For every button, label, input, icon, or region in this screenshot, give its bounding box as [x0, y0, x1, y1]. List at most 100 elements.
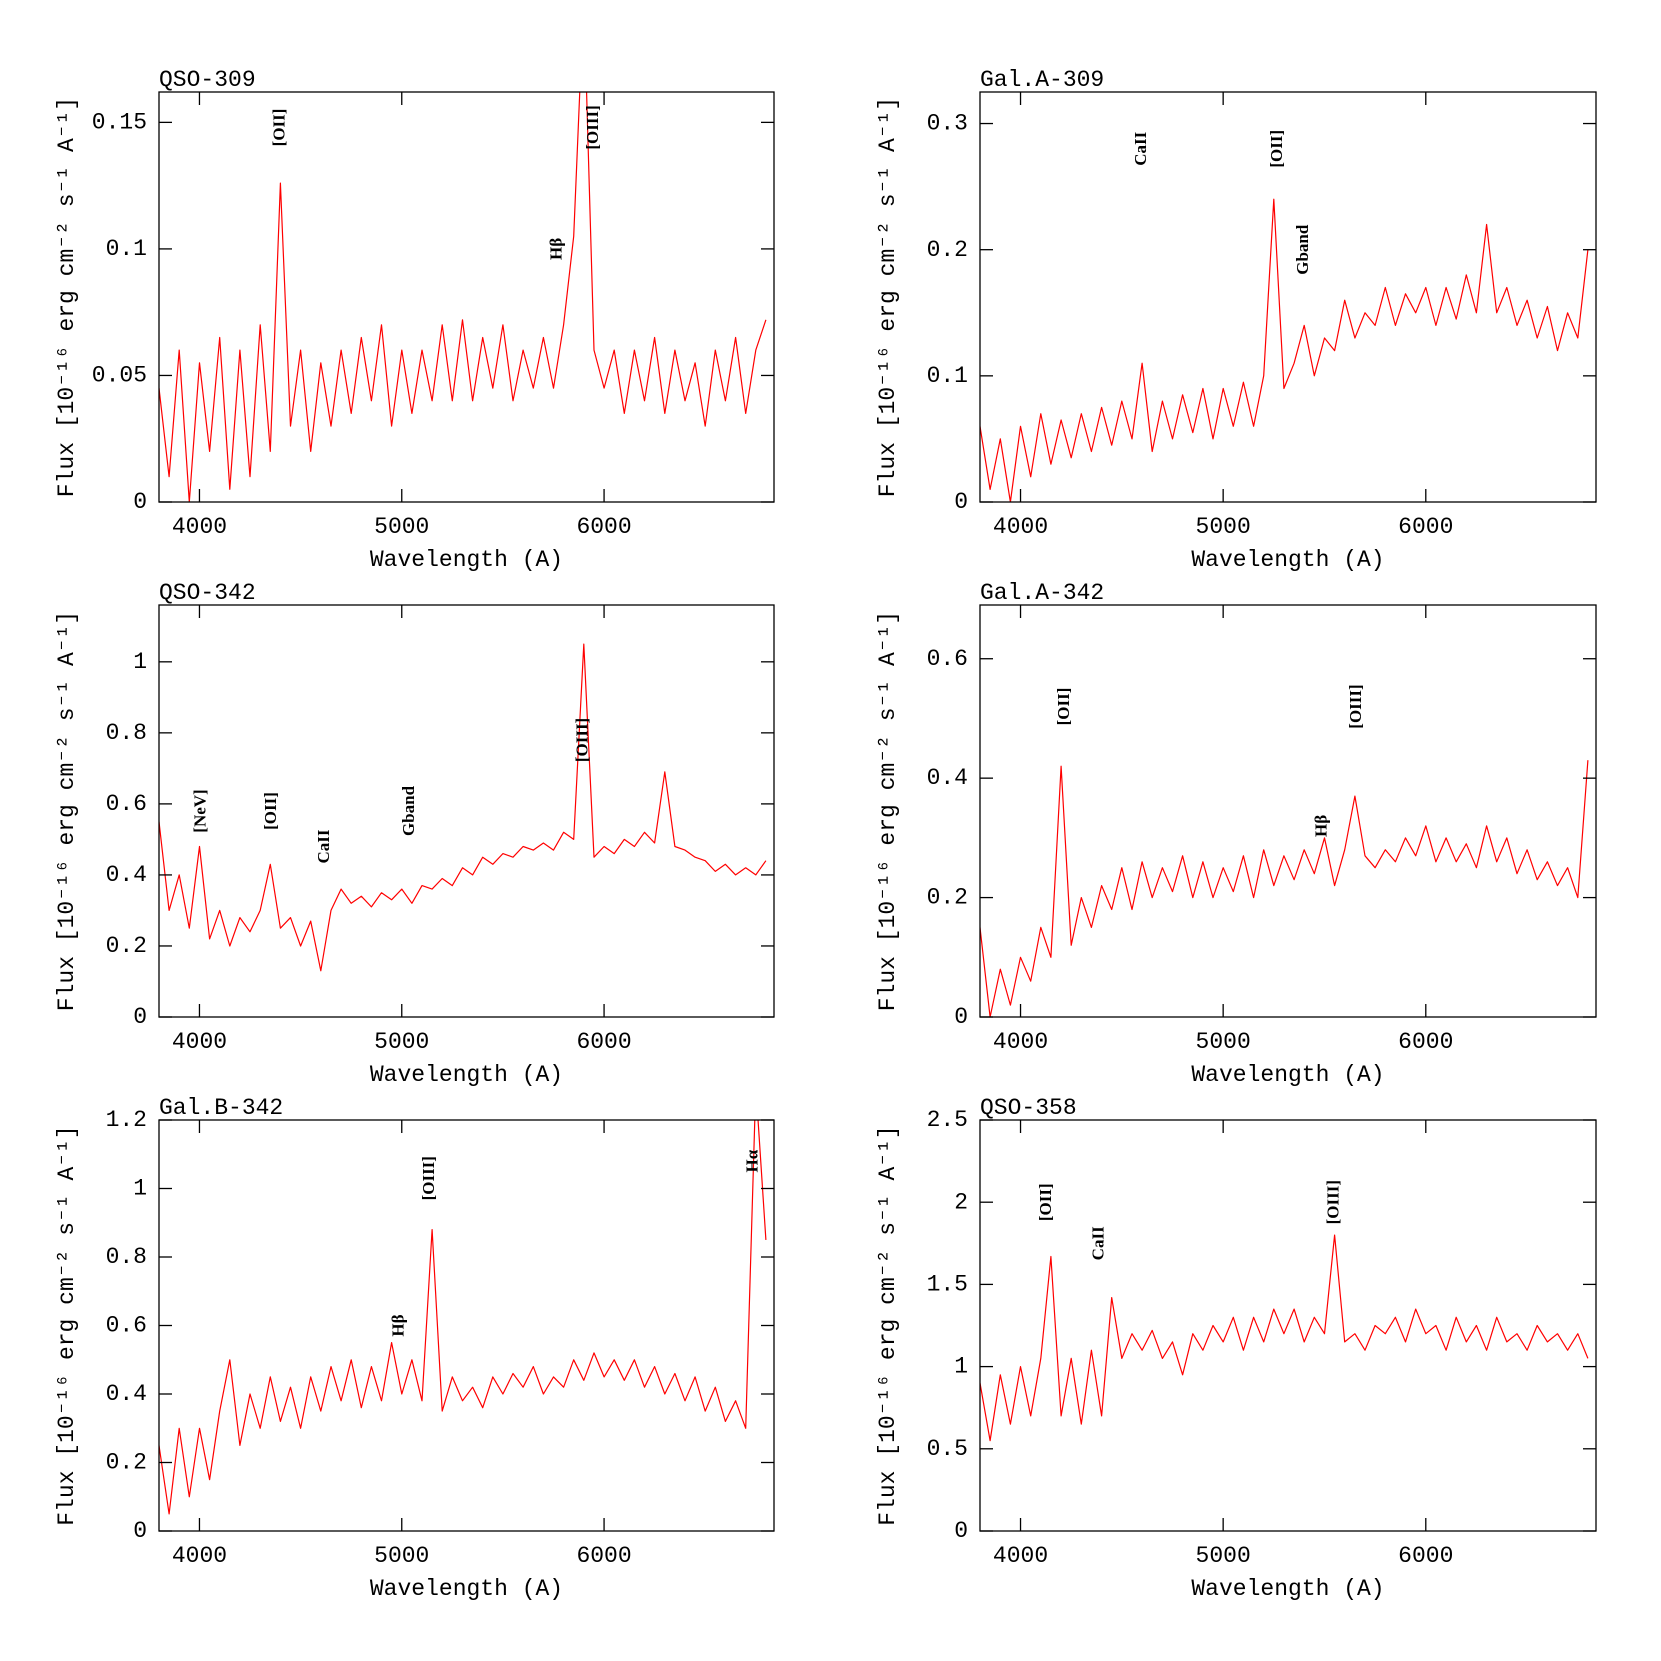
- y-tick-label: 0.05: [92, 363, 147, 389]
- line-annotation: CaII: [314, 829, 333, 863]
- x-tick-label: 6000: [576, 1029, 631, 1055]
- spectrum-line: [159, 92, 767, 502]
- line-annotation: Hβ: [1311, 815, 1330, 837]
- y-axis-label: Flux [10⁻¹⁶ erg cm⁻² s⁻¹ A⁻¹]: [54, 97, 80, 497]
- x-axis-label: Wavelength (A): [1191, 1576, 1384, 1602]
- y-tick-label: 1: [954, 1354, 968, 1380]
- y-tick-label: 0: [133, 1004, 147, 1030]
- line-annotation: [NeV]: [190, 789, 209, 832]
- x-tick-label: 6000: [1398, 1543, 1453, 1569]
- x-tick-label: 5000: [374, 514, 429, 540]
- spectrum-line: [980, 760, 1589, 1017]
- x-tick-label: 4000: [993, 1543, 1048, 1569]
- panel: 4000 5000 6000 0 0.2 0.4 0.6 Gal.A-342 Wavelengt…: [875, 580, 1597, 1088]
- panel: 4000 5000 6000 0 0.5 1 1.5 2 2.5 QSO-358 Wavelengt…: [875, 1095, 1597, 1602]
- spectrum-line: [159, 1120, 767, 1515]
- x-tick-label: 4000: [993, 514, 1048, 540]
- y-tick-label: 0.4: [106, 1381, 147, 1407]
- y-tick-label: 2.5: [927, 1107, 968, 1133]
- spectrum-line: [980, 1234, 1589, 1442]
- y-tick-label: 0.2: [106, 1450, 147, 1476]
- y-axis-label: Flux [10⁻¹⁶ erg cm⁻² s⁻¹ A⁻¹]: [875, 97, 901, 497]
- y-axis-label: Flux [10⁻¹⁶ erg cm⁻² s⁻¹ A⁻¹]: [875, 1125, 901, 1525]
- line-annotation: [OII]: [261, 792, 280, 830]
- line-annotation: [OII]: [1054, 688, 1073, 726]
- panel: 4000 5000 6000 0 0.2 0.4 0.6 0.8 1 QSO-342 Wavelen…: [54, 580, 775, 1088]
- y-tick-label: 0.2: [927, 237, 968, 263]
- x-tick-label: 5000: [1196, 1029, 1251, 1055]
- x-tick-label: 5000: [1196, 1543, 1251, 1569]
- x-axis-label: Wavelength (A): [1191, 1062, 1384, 1088]
- y-tick-label: 1.2: [106, 1107, 147, 1133]
- y-tick-label: 0.6: [106, 791, 147, 817]
- panel: 4000 5000 6000 0 0.1 0.2 0.3 Gal.A-309 Wavelengt…: [875, 67, 1597, 573]
- panel-title: QSO-342: [159, 580, 256, 606]
- spectrum-line: [980, 198, 1589, 502]
- y-axis-label: Flux [10⁻¹⁶ erg cm⁻² s⁻¹ A⁻¹]: [875, 611, 901, 1011]
- plot-frame: [979, 91, 1597, 503]
- y-tick-label: 0: [954, 489, 968, 515]
- y-tick-label: 0.8: [106, 1244, 147, 1270]
- x-tick-label: 4000: [993, 1029, 1048, 1055]
- line-annotation: Hβ: [546, 238, 565, 260]
- panel-title: Gal.A-309: [980, 67, 1104, 93]
- line-annotation: [OIII]: [1346, 684, 1365, 728]
- panel-title: Gal.A-342: [980, 580, 1104, 606]
- x-axis-label: Wavelength (A): [370, 547, 563, 573]
- line-annotation: [OIII]: [419, 1156, 438, 1200]
- x-tick-label: 5000: [1196, 514, 1251, 540]
- x-tick-label: 4000: [172, 1029, 227, 1055]
- x-tick-label: 6000: [1398, 1029, 1453, 1055]
- panel: 4000 5000 6000 0 0.2 0.4 0.6 0.8 1 1.2 Gal.B-342 Wa…: [54, 1095, 775, 1602]
- x-axis-label: Wavelength (A): [370, 1576, 563, 1602]
- x-tick-label: 5000: [374, 1543, 429, 1569]
- y-tick-label: 0.6: [106, 1313, 147, 1339]
- y-tick-label: 1: [133, 649, 147, 675]
- spectrum-line: [159, 643, 767, 972]
- y-tick-label: 0.8: [106, 720, 147, 746]
- y-tick-label: 0: [954, 1518, 968, 1544]
- line-annotation: [OIII]: [583, 105, 602, 149]
- panel-title: QSO-358: [980, 1095, 1077, 1121]
- plot-frame: [979, 1119, 1597, 1532]
- x-axis-label: Wavelength (A): [370, 1062, 563, 1088]
- x-tick-label: 6000: [576, 1543, 631, 1569]
- plot-frame: [158, 91, 775, 503]
- y-tick-label: 0.1: [927, 363, 968, 389]
- plot-frame: [158, 604, 775, 1018]
- line-annotation: [OII]: [1267, 130, 1286, 168]
- y-axis-label: Flux [10⁻¹⁶ erg cm⁻² s⁻¹ A⁻¹]: [54, 611, 80, 1011]
- y-tick-label: 0.1: [106, 236, 147, 262]
- y-tick-label: 0.5: [927, 1436, 968, 1462]
- y-tick-label: 0.15: [92, 109, 147, 135]
- y-tick-label: 0.2: [927, 885, 968, 911]
- y-tick-label: 0.6: [927, 646, 968, 672]
- x-tick-label: 5000: [374, 1029, 429, 1055]
- line-annotation: [OII]: [269, 109, 288, 147]
- y-axis-label: Flux [10⁻¹⁶ erg cm⁻² s⁻¹ A⁻¹]: [54, 1125, 80, 1525]
- y-tick-label: 0.2: [106, 933, 147, 959]
- y-tick-label: 2: [954, 1189, 968, 1215]
- y-tick-label: 0.4: [106, 862, 147, 888]
- x-tick-label: 4000: [172, 1543, 227, 1569]
- x-tick-label: 6000: [576, 514, 631, 540]
- x-tick-label: 6000: [1398, 514, 1453, 540]
- y-tick-label: 0: [133, 1518, 147, 1544]
- line-annotation: [OIII]: [573, 718, 592, 762]
- y-tick-label: 1.5: [927, 1271, 968, 1297]
- line-annotation: CaII: [1131, 131, 1150, 165]
- y-tick-label: 0.4: [927, 765, 968, 791]
- x-tick-label: 4000: [172, 514, 227, 540]
- line-annotation: CaII: [1088, 1226, 1107, 1260]
- y-tick-label: 0: [954, 1004, 968, 1030]
- line-annotation: Hβ: [389, 1314, 408, 1336]
- panel: 4000 5000 6000 0 0.05 0.1 0.15 QSO-309 Wavelengt…: [54, 67, 775, 573]
- y-tick-label: 0: [133, 489, 147, 515]
- line-annotation: [OIII]: [1324, 1180, 1343, 1224]
- line-annotation: Gband: [399, 785, 418, 836]
- y-tick-label: 0.3: [927, 111, 968, 137]
- plot-frame: [979, 604, 1597, 1018]
- x-axis-label: Wavelength (A): [1191, 547, 1384, 573]
- panel-title: QSO-309: [159, 67, 256, 93]
